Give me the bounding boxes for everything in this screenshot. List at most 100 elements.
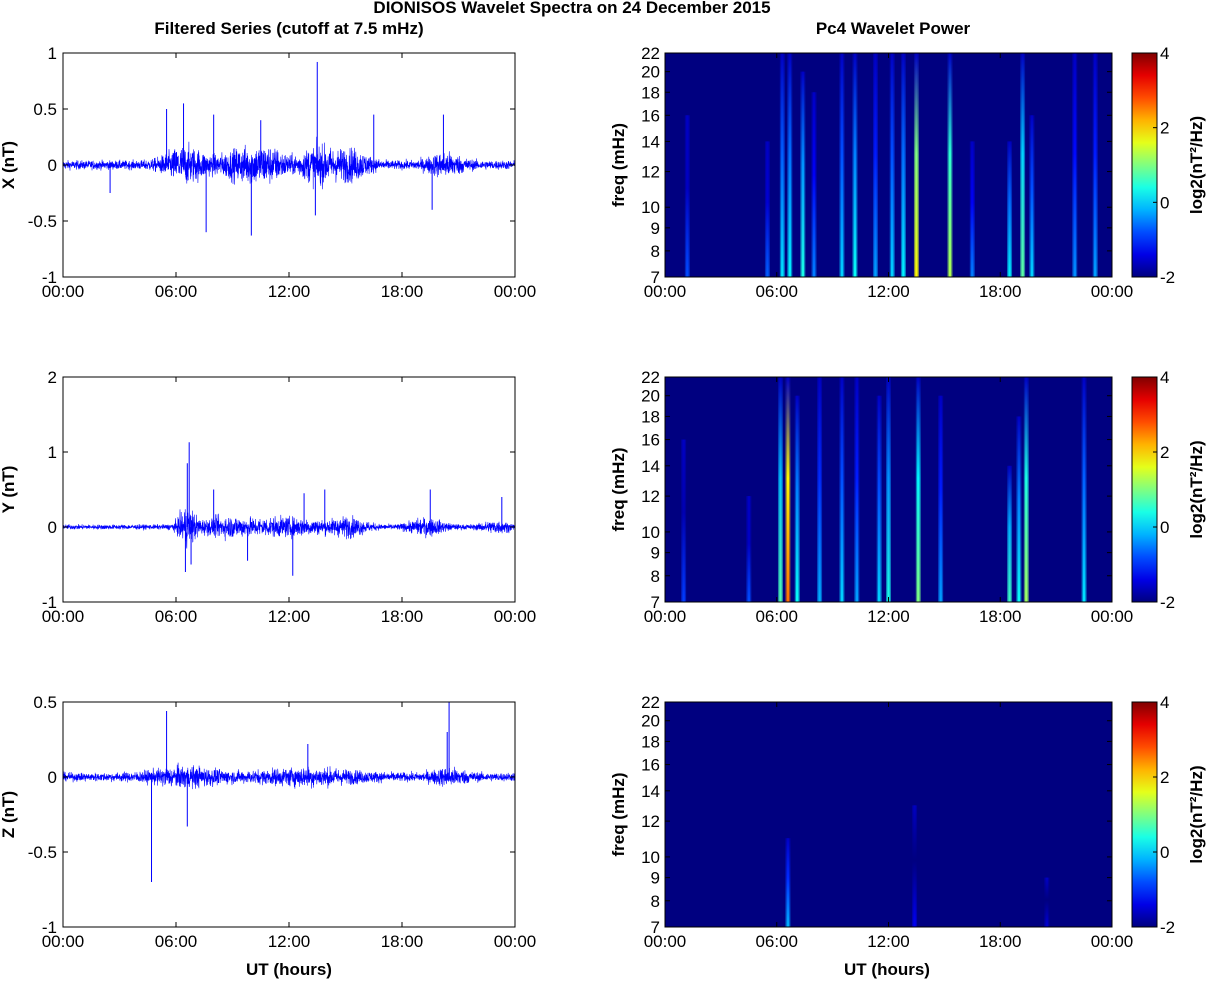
heatmap-event <box>948 53 952 277</box>
colorbar-tick-label: 4 <box>1160 44 1169 63</box>
heatmap-background <box>665 53 1112 277</box>
y-tick-label: 10 <box>641 523 660 542</box>
heatmap-event <box>915 53 918 277</box>
y-tick-label: 0.5 <box>33 100 57 119</box>
x-tick-label: 12:00 <box>867 607 910 626</box>
colorbar-label: log2(nT²/Hz) <box>1187 765 1206 863</box>
y-tick-label: 16 <box>641 106 660 125</box>
colorbar-tick-label: 0 <box>1160 193 1169 212</box>
heatmap-event <box>786 838 790 927</box>
y-tick-label: 12 <box>641 487 660 506</box>
y-tick-label: 9 <box>651 219 660 238</box>
colorbar-tick-label: 4 <box>1160 693 1169 712</box>
colorbar-tick-label: -2 <box>1160 918 1175 937</box>
colorbar-tick-label: 0 <box>1160 843 1169 862</box>
y-axis-label: freq (mHz) <box>609 772 628 856</box>
x-tick-label: 00:00 <box>644 932 687 951</box>
colorbar-label: log2(nT²/Hz) <box>1187 440 1206 538</box>
heatmap-event <box>788 53 791 277</box>
colorbar-scale <box>1131 701 1158 928</box>
x-tick-label: 06:00 <box>155 607 198 626</box>
y-tick-label: 16 <box>641 756 660 775</box>
y-tick-label: 14 <box>641 457 660 476</box>
x-axis-label-right: UT (hours) <box>844 960 930 979</box>
y-tick-label: 12 <box>641 163 660 182</box>
heatmap-event <box>913 805 916 927</box>
y-axis-label: Y (nT) <box>0 466 18 514</box>
colorbar: -2 0 2 4 log2(nT²/Hz) <box>1131 693 1206 937</box>
colorbar-tick-label: 2 <box>1160 119 1169 138</box>
y-tick-label: 22 <box>641 693 660 712</box>
x-tick-label: 00:00 <box>1091 932 1134 951</box>
heatmap-event <box>853 53 857 277</box>
heatmap-event <box>1008 141 1011 277</box>
colorbar-tick-label: -2 <box>1160 593 1175 612</box>
x-tick-label: 18:00 <box>979 607 1022 626</box>
heatmap-event <box>686 115 689 277</box>
heatmap-event <box>971 141 974 277</box>
x-tick-label: 12:00 <box>867 932 910 951</box>
heatmap-event <box>917 377 920 602</box>
y-tick-label: 14 <box>641 782 660 801</box>
heatmap-event <box>1025 377 1028 602</box>
x-tick-label: 12:00 <box>268 932 311 951</box>
x-tick-label: 18:00 <box>381 932 424 951</box>
y-tick-label: 20 <box>641 63 660 82</box>
y-tick-label: -1 <box>42 268 57 287</box>
y-tick-label: 2 <box>48 368 57 387</box>
x-tick-label: 00:00 <box>42 932 85 951</box>
heatmap-event <box>840 377 844 602</box>
x-tick-label: 00:00 <box>42 282 85 301</box>
left-column-title: Filtered Series (cutoff at 7.5 mHz) <box>154 19 423 38</box>
heatmap-event <box>939 395 942 602</box>
x-tick-label: 06:00 <box>755 282 798 301</box>
y-axis-label: freq (mHz) <box>609 123 628 207</box>
x-tick-label: 18:00 <box>979 282 1022 301</box>
x-tick-label: 00:00 <box>644 282 687 301</box>
heatmap-event <box>1094 53 1097 277</box>
y-tick-label: 0 <box>48 518 57 537</box>
x-tick-label: 00:00 <box>494 282 537 301</box>
heatmap-event <box>818 377 821 602</box>
y-tick-label: -1 <box>42 918 57 937</box>
y-tick-label: 20 <box>641 712 660 731</box>
heatmap-event <box>902 53 905 277</box>
plot-area <box>63 702 515 927</box>
plot-area <box>63 377 515 602</box>
heatmap-event <box>682 439 685 602</box>
x-tick-label: 06:00 <box>755 932 798 951</box>
x-tick-label: 00:00 <box>494 607 537 626</box>
y-tick-label: 7 <box>651 593 660 612</box>
figure-title: DIONISOS Wavelet Spectra on 24 December … <box>373 0 770 17</box>
heatmap-event <box>781 53 784 277</box>
series-y-panel: -1 0 1 2 Y (nT) 00:00 06:00 12:00 18:00 00:00 <box>0 368 536 626</box>
x-tick-label: 06:00 <box>155 282 198 301</box>
heatmap-event <box>1030 115 1034 277</box>
x-tick-label: 18:00 <box>979 932 1022 951</box>
colorbar-tick-label: 0 <box>1160 518 1169 537</box>
heatmap-event <box>1045 877 1049 927</box>
heatmap-event <box>1021 53 1024 277</box>
y-tick-label: 18 <box>641 407 660 426</box>
x-axis-label-left: UT (hours) <box>246 960 332 979</box>
y-tick-label: 14 <box>641 132 660 151</box>
y-tick-label: 8 <box>651 892 660 911</box>
y-tick-label: 22 <box>641 368 660 387</box>
heatmap-event <box>766 141 769 277</box>
heatmap-event <box>801 71 805 277</box>
y-tick-label: 18 <box>641 83 660 102</box>
y-tick-label: 7 <box>651 268 660 287</box>
y-tick-label: 7 <box>651 918 660 937</box>
y-tick-label: 20 <box>641 387 660 406</box>
heatmap-event <box>891 53 894 277</box>
colorbar-tick-label: 2 <box>1160 443 1169 462</box>
y-tick-label: 8 <box>651 567 660 586</box>
y-tick-label: 10 <box>641 848 660 867</box>
y-tick-label: -0.5 <box>28 212 57 231</box>
y-tick-label: 9 <box>651 869 660 888</box>
series-line <box>62 762 516 790</box>
heatmap-event <box>877 395 881 602</box>
y-tick-label: 18 <box>641 732 660 751</box>
